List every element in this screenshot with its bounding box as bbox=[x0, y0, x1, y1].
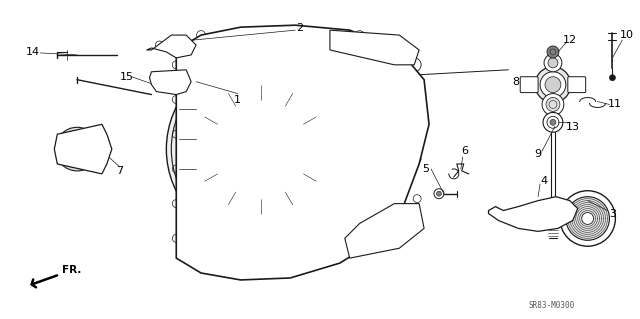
Text: 8: 8 bbox=[513, 77, 520, 87]
Circle shape bbox=[540, 72, 566, 98]
Text: 6: 6 bbox=[461, 146, 468, 156]
Circle shape bbox=[566, 197, 609, 240]
Circle shape bbox=[55, 127, 99, 171]
Circle shape bbox=[436, 191, 442, 196]
Text: 7: 7 bbox=[116, 166, 124, 176]
Polygon shape bbox=[150, 70, 191, 94]
Text: 1: 1 bbox=[234, 94, 241, 105]
Circle shape bbox=[535, 67, 571, 102]
Circle shape bbox=[546, 98, 560, 111]
Circle shape bbox=[548, 58, 558, 68]
Polygon shape bbox=[176, 25, 429, 280]
Circle shape bbox=[330, 70, 349, 90]
Text: 12: 12 bbox=[563, 35, 577, 45]
Polygon shape bbox=[54, 124, 112, 174]
Circle shape bbox=[318, 88, 401, 171]
Circle shape bbox=[544, 54, 562, 72]
Circle shape bbox=[332, 101, 387, 157]
Circle shape bbox=[334, 74, 346, 85]
Polygon shape bbox=[330, 30, 419, 65]
Text: 14: 14 bbox=[26, 47, 40, 57]
Circle shape bbox=[521, 205, 539, 223]
Circle shape bbox=[542, 93, 564, 115]
Circle shape bbox=[560, 191, 616, 246]
Circle shape bbox=[61, 133, 93, 165]
FancyBboxPatch shape bbox=[520, 77, 538, 93]
Text: FR.: FR. bbox=[31, 265, 82, 287]
Circle shape bbox=[67, 139, 87, 159]
Text: 5: 5 bbox=[422, 164, 429, 174]
Circle shape bbox=[543, 112, 563, 132]
Text: 11: 11 bbox=[607, 100, 621, 109]
Text: 13: 13 bbox=[566, 122, 580, 132]
Circle shape bbox=[547, 46, 559, 58]
Circle shape bbox=[345, 115, 374, 144]
Text: 4: 4 bbox=[540, 176, 548, 186]
Circle shape bbox=[166, 55, 355, 243]
Circle shape bbox=[211, 100, 310, 199]
Circle shape bbox=[434, 189, 444, 199]
Polygon shape bbox=[147, 35, 196, 58]
Circle shape bbox=[385, 232, 394, 240]
Text: SR83-M0300: SR83-M0300 bbox=[528, 301, 575, 310]
Circle shape bbox=[550, 119, 556, 125]
Circle shape bbox=[191, 80, 330, 219]
Circle shape bbox=[338, 108, 381, 151]
Circle shape bbox=[407, 58, 421, 72]
Circle shape bbox=[383, 229, 396, 243]
Circle shape bbox=[609, 75, 616, 81]
FancyBboxPatch shape bbox=[568, 77, 586, 93]
Circle shape bbox=[582, 212, 593, 225]
Text: 10: 10 bbox=[620, 30, 634, 40]
Text: 9: 9 bbox=[534, 149, 541, 159]
Text: 2: 2 bbox=[296, 23, 304, 33]
Text: 3: 3 bbox=[609, 209, 616, 219]
Circle shape bbox=[545, 77, 561, 93]
Polygon shape bbox=[345, 204, 424, 258]
Polygon shape bbox=[488, 197, 578, 231]
Text: 15: 15 bbox=[120, 72, 134, 82]
